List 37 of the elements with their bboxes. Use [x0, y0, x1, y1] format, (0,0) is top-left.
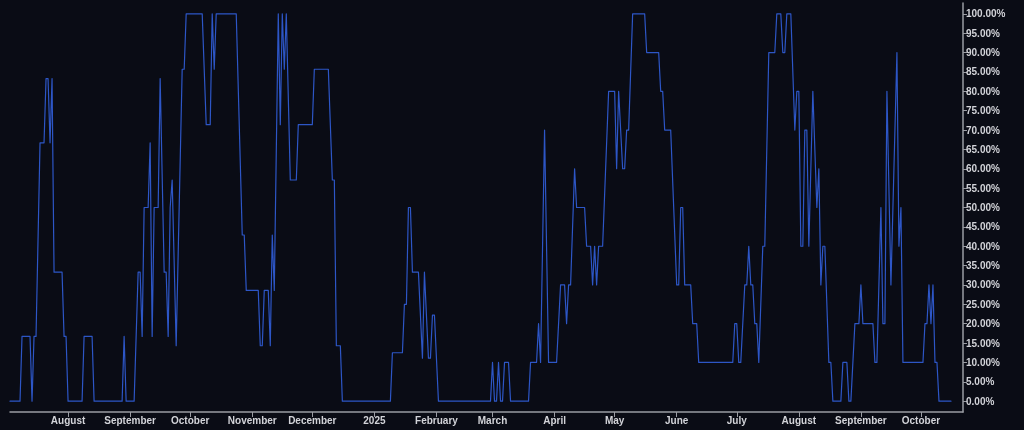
y-tick-label: 25.00% — [966, 298, 1001, 310]
x-tick-label: March — [477, 414, 508, 426]
y-tick-label: 75.00% — [966, 105, 1001, 117]
y-tick-label: 20.00% — [966, 318, 1001, 330]
x-tick-label: August — [50, 414, 86, 426]
x-tick-label: December — [288, 414, 337, 426]
y-tick-label: 90.00% — [966, 47, 1001, 59]
x-tick-label: August — [781, 414, 817, 426]
y-tick-label: 85.00% — [966, 66, 1001, 78]
y-tick-label: 30.00% — [966, 279, 1001, 291]
x-tick-label: September — [835, 414, 887, 426]
x-tick-label: October — [901, 414, 941, 426]
x-tick-label: February — [415, 414, 459, 426]
y-tick-label: 100.00% — [966, 8, 1006, 20]
x-tick-label: October — [171, 414, 210, 426]
x-tick-label: November — [227, 414, 277, 426]
y-tick-label: 95.00% — [966, 27, 1001, 39]
y-tick-label: 45.00% — [966, 221, 1001, 233]
y-tick-label: 55.00% — [966, 182, 1001, 194]
y-tick-label: 40.00% — [966, 240, 1001, 252]
y-tick-label: 10.00% — [966, 356, 1001, 368]
y-tick-label: 80.00% — [966, 85, 1001, 97]
y-tick-label: 50.00% — [966, 202, 1001, 213]
y-tick-label: 60.00% — [966, 163, 1001, 175]
x-tick-label: June — [665, 414, 689, 426]
y-tick-label: 15.00% — [966, 337, 1001, 349]
x-tick-label: April — [543, 414, 567, 426]
y-tick-label: 70.00% — [966, 124, 1001, 136]
x-tick-label: 2025 — [363, 414, 386, 426]
x-tick-label: May — [604, 414, 625, 426]
y-tick-label: 35.00% — [966, 260, 1001, 272]
x-tick-label: September — [104, 414, 157, 426]
y-tick-label: 0.00% — [966, 395, 995, 407]
y-tick-label: 65.00% — [966, 143, 1001, 155]
line-series — [9, 13, 952, 402]
x-tick-label: July — [726, 414, 748, 426]
y-tick-label: 5.00% — [966, 376, 995, 388]
